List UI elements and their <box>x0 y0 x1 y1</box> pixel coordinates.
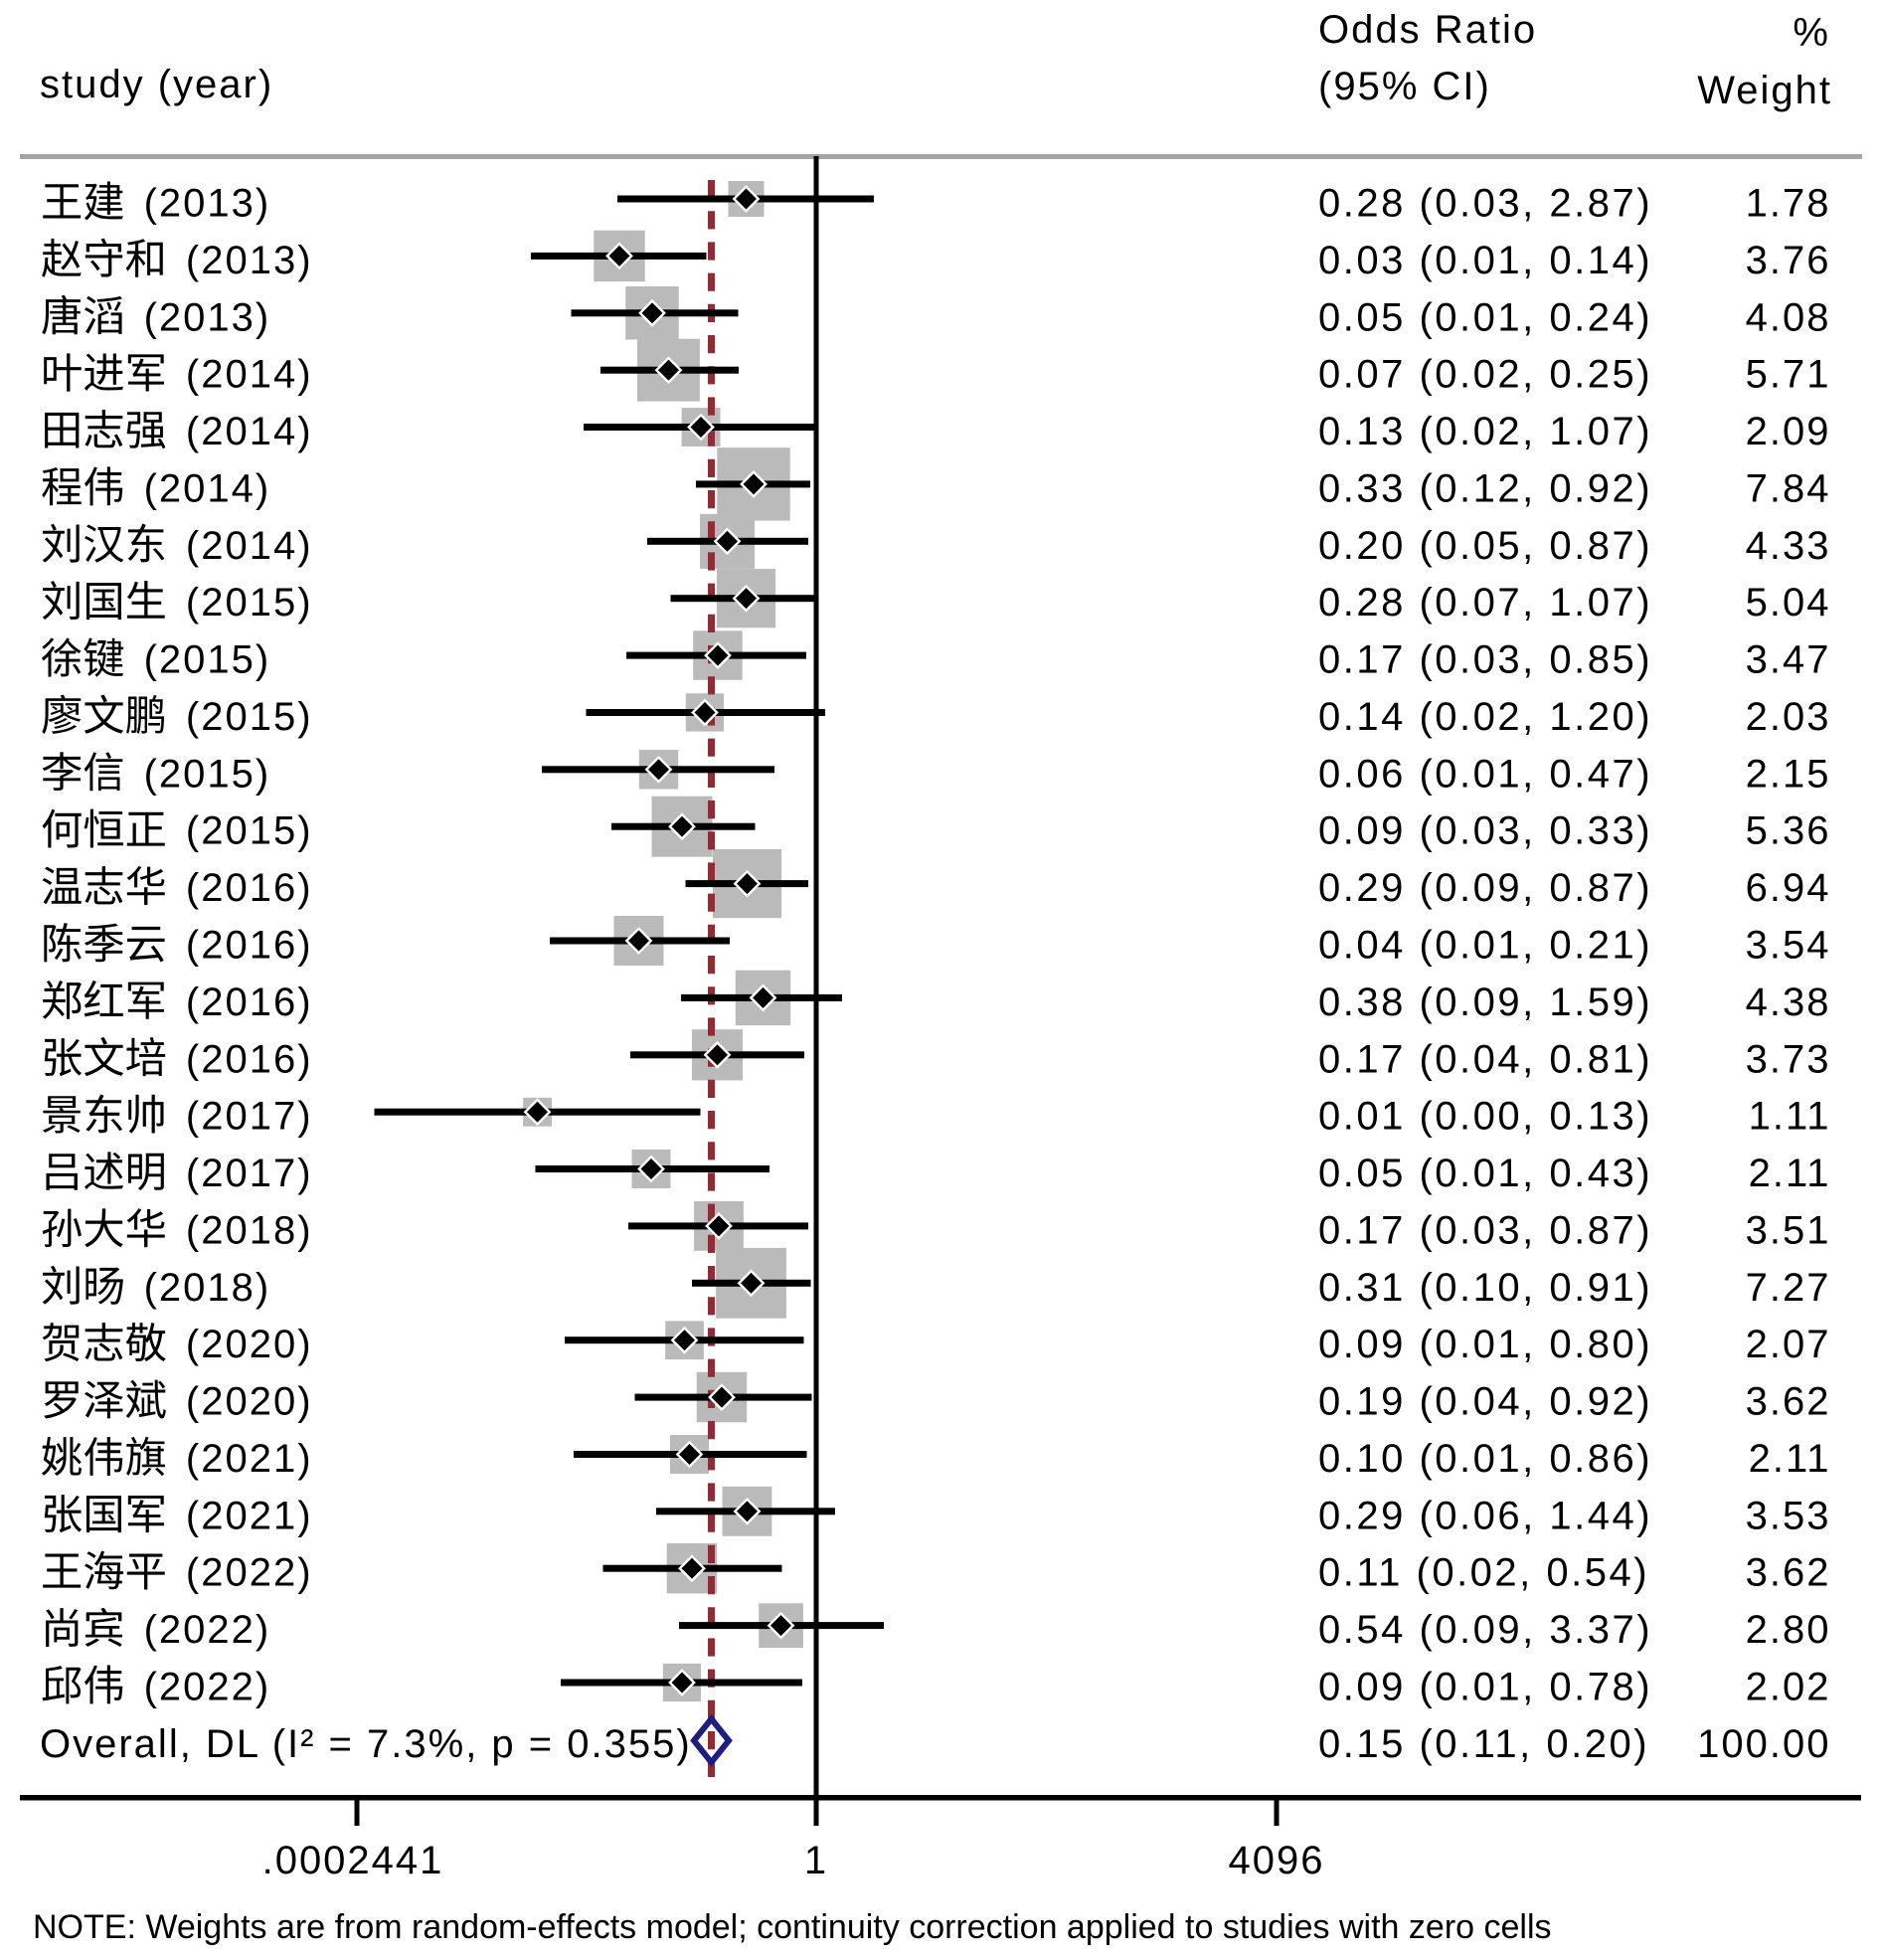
svg-text:0.07 (0.02, 0.25): 0.07 (0.02, 0.25) <box>1318 353 1652 397</box>
svg-text:0.11 (0.02, 0.54): 0.11 (0.02, 0.54) <box>1318 1551 1649 1595</box>
svg-text:0.17 (0.04, 0.81): 0.17 (0.04, 0.81) <box>1318 1037 1652 1081</box>
svg-text:2.03: 2.03 <box>1746 695 1831 739</box>
svg-text:2.11: 2.11 <box>1749 1437 1831 1481</box>
svg-text:0.09 (0.01, 0.80): 0.09 (0.01, 0.80) <box>1318 1323 1652 1366</box>
svg-text:0.09 (0.03, 0.33): 0.09 (0.03, 0.33) <box>1318 809 1652 853</box>
svg-text:4.08: 4.08 <box>1746 295 1831 339</box>
svg-text:(2013): (2013) <box>144 182 271 226</box>
svg-text:0.38 (0.09, 1.59): 0.38 (0.09, 1.59) <box>1318 980 1652 1024</box>
svg-text:0.01 (0.00, 0.13): 0.01 (0.00, 0.13) <box>1318 1095 1652 1139</box>
svg-text:1.78: 1.78 <box>1746 182 1831 226</box>
svg-text:0.04 (0.01, 0.21): 0.04 (0.01, 0.21) <box>1318 924 1652 968</box>
svg-text:2.07: 2.07 <box>1746 1323 1831 1366</box>
svg-text:study (year): study (year) <box>40 63 273 106</box>
svg-text:0.29 (0.06, 1.44): 0.29 (0.06, 1.44) <box>1318 1494 1652 1537</box>
svg-text:(2016): (2016) <box>186 866 313 910</box>
svg-text:(2013): (2013) <box>186 239 313 282</box>
svg-text:(2015): (2015) <box>144 752 271 796</box>
svg-text:0.28 (0.07, 1.07): 0.28 (0.07, 1.07) <box>1318 581 1652 624</box>
svg-text:0.03 (0.01, 0.14): 0.03 (0.01, 0.14) <box>1318 239 1652 282</box>
svg-text:5.04: 5.04 <box>1746 581 1831 624</box>
svg-text:NOTE: Weights are from random-: NOTE: Weights are from random-effects mo… <box>33 1908 1552 1946</box>
svg-text:0.20 (0.05, 0.87): 0.20 (0.05, 0.87) <box>1318 524 1652 568</box>
svg-text:(2018): (2018) <box>144 1266 271 1310</box>
svg-text:4096: 4096 <box>1229 1839 1325 1882</box>
svg-text:(2021): (2021) <box>186 1437 313 1481</box>
svg-text:1.11: 1.11 <box>1749 1095 1831 1139</box>
svg-text:7.27: 7.27 <box>1746 1266 1831 1310</box>
svg-text:0.05 (0.01, 0.24): 0.05 (0.01, 0.24) <box>1318 295 1652 339</box>
svg-text:0.28 (0.03, 2.87): 0.28 (0.03, 2.87) <box>1318 182 1652 226</box>
svg-text:0.14 (0.02, 1.20): 0.14 (0.02, 1.20) <box>1318 695 1652 739</box>
svg-text:3.73: 3.73 <box>1746 1037 1831 1081</box>
svg-text:(2015): (2015) <box>144 638 271 682</box>
svg-text:(2020): (2020) <box>186 1380 313 1424</box>
svg-text:Weight: Weight <box>1697 69 1832 112</box>
svg-text:2.80: 2.80 <box>1746 1608 1831 1652</box>
svg-text:0.17 (0.03, 0.85): 0.17 (0.03, 0.85) <box>1318 638 1652 682</box>
svg-text:0.33 (0.12, 0.92): 0.33 (0.12, 0.92) <box>1318 466 1652 510</box>
svg-text:4.33: 4.33 <box>1746 524 1831 568</box>
svg-text:%: % <box>1793 11 1830 55</box>
svg-text:7.84: 7.84 <box>1746 466 1831 510</box>
svg-text:5.71: 5.71 <box>1746 353 1831 397</box>
svg-text:6.94: 6.94 <box>1746 866 1831 910</box>
svg-text:(2013): (2013) <box>144 295 271 339</box>
svg-text:4.38: 4.38 <box>1746 980 1831 1024</box>
svg-text:0.31 (0.10, 0.91): 0.31 (0.10, 0.91) <box>1318 1266 1652 1310</box>
svg-text:100.00: 100.00 <box>1697 1722 1830 1766</box>
svg-text:(2020): (2020) <box>186 1323 313 1366</box>
svg-text:(2014): (2014) <box>144 466 271 510</box>
svg-text:(2021): (2021) <box>186 1494 313 1537</box>
svg-text:0.10 (0.01, 0.86): 0.10 (0.01, 0.86) <box>1318 1437 1652 1481</box>
svg-text:0.09 (0.01, 0.78): 0.09 (0.01, 0.78) <box>1318 1666 1652 1709</box>
svg-text:(2022): (2022) <box>144 1608 271 1652</box>
svg-text:(2016): (2016) <box>186 980 313 1024</box>
svg-text:2.02: 2.02 <box>1746 1666 1831 1709</box>
svg-text:(2014): (2014) <box>186 353 313 397</box>
svg-text:(2014): (2014) <box>186 410 313 453</box>
svg-text:(2022): (2022) <box>144 1666 271 1709</box>
svg-text:(2014): (2014) <box>186 524 313 568</box>
svg-text:3.62: 3.62 <box>1746 1551 1831 1595</box>
svg-text:3.51: 3.51 <box>1746 1208 1831 1252</box>
svg-text:0.19 (0.04, 0.92): 0.19 (0.04, 0.92) <box>1318 1380 1652 1424</box>
svg-text:2.09: 2.09 <box>1746 410 1831 453</box>
svg-text:(2018): (2018) <box>186 1208 313 1252</box>
svg-text:2.15: 2.15 <box>1746 752 1831 796</box>
svg-text:0.06 (0.01, 0.47): 0.06 (0.01, 0.47) <box>1318 752 1652 796</box>
svg-text:Overall, DL (I² = 7.3%, p = 0.: Overall, DL (I² = 7.3%, p = 0.355) <box>40 1722 692 1766</box>
svg-text:(95% CI): (95% CI) <box>1318 65 1491 108</box>
svg-text:Odds Ratio: Odds Ratio <box>1318 8 1537 52</box>
svg-text:(2016): (2016) <box>186 1037 313 1081</box>
svg-text:(2015): (2015) <box>186 581 313 624</box>
svg-text:0.13 (0.02, 1.07): 0.13 (0.02, 1.07) <box>1318 410 1652 453</box>
svg-text:5.36: 5.36 <box>1746 809 1831 853</box>
svg-text:3.53: 3.53 <box>1746 1494 1831 1537</box>
svg-text:0.17 (0.03, 0.87): 0.17 (0.03, 0.87) <box>1318 1208 1652 1252</box>
svg-text:(2015): (2015) <box>186 695 313 739</box>
svg-text:(2017): (2017) <box>186 1095 313 1139</box>
svg-text:(2015): (2015) <box>186 809 313 853</box>
svg-text:3.54: 3.54 <box>1746 924 1831 968</box>
svg-text:.0002441: .0002441 <box>262 1839 444 1882</box>
svg-text:1: 1 <box>804 1839 828 1882</box>
svg-text:0.05 (0.01, 0.43): 0.05 (0.01, 0.43) <box>1318 1152 1652 1195</box>
svg-text:(2016): (2016) <box>186 924 313 968</box>
svg-text:0.15 (0.11, 0.20): 0.15 (0.11, 0.20) <box>1318 1722 1649 1766</box>
svg-text:0.29 (0.09, 0.87): 0.29 (0.09, 0.87) <box>1318 866 1652 910</box>
svg-text:3.76: 3.76 <box>1746 239 1831 282</box>
svg-text:2.11: 2.11 <box>1749 1152 1831 1195</box>
svg-text:0.54 (0.09, 3.37): 0.54 (0.09, 3.37) <box>1318 1608 1652 1652</box>
svg-text:3.62: 3.62 <box>1746 1380 1831 1424</box>
svg-text:(2022): (2022) <box>186 1551 313 1595</box>
svg-text:3.47: 3.47 <box>1746 638 1831 682</box>
svg-text:(2017): (2017) <box>186 1152 313 1195</box>
